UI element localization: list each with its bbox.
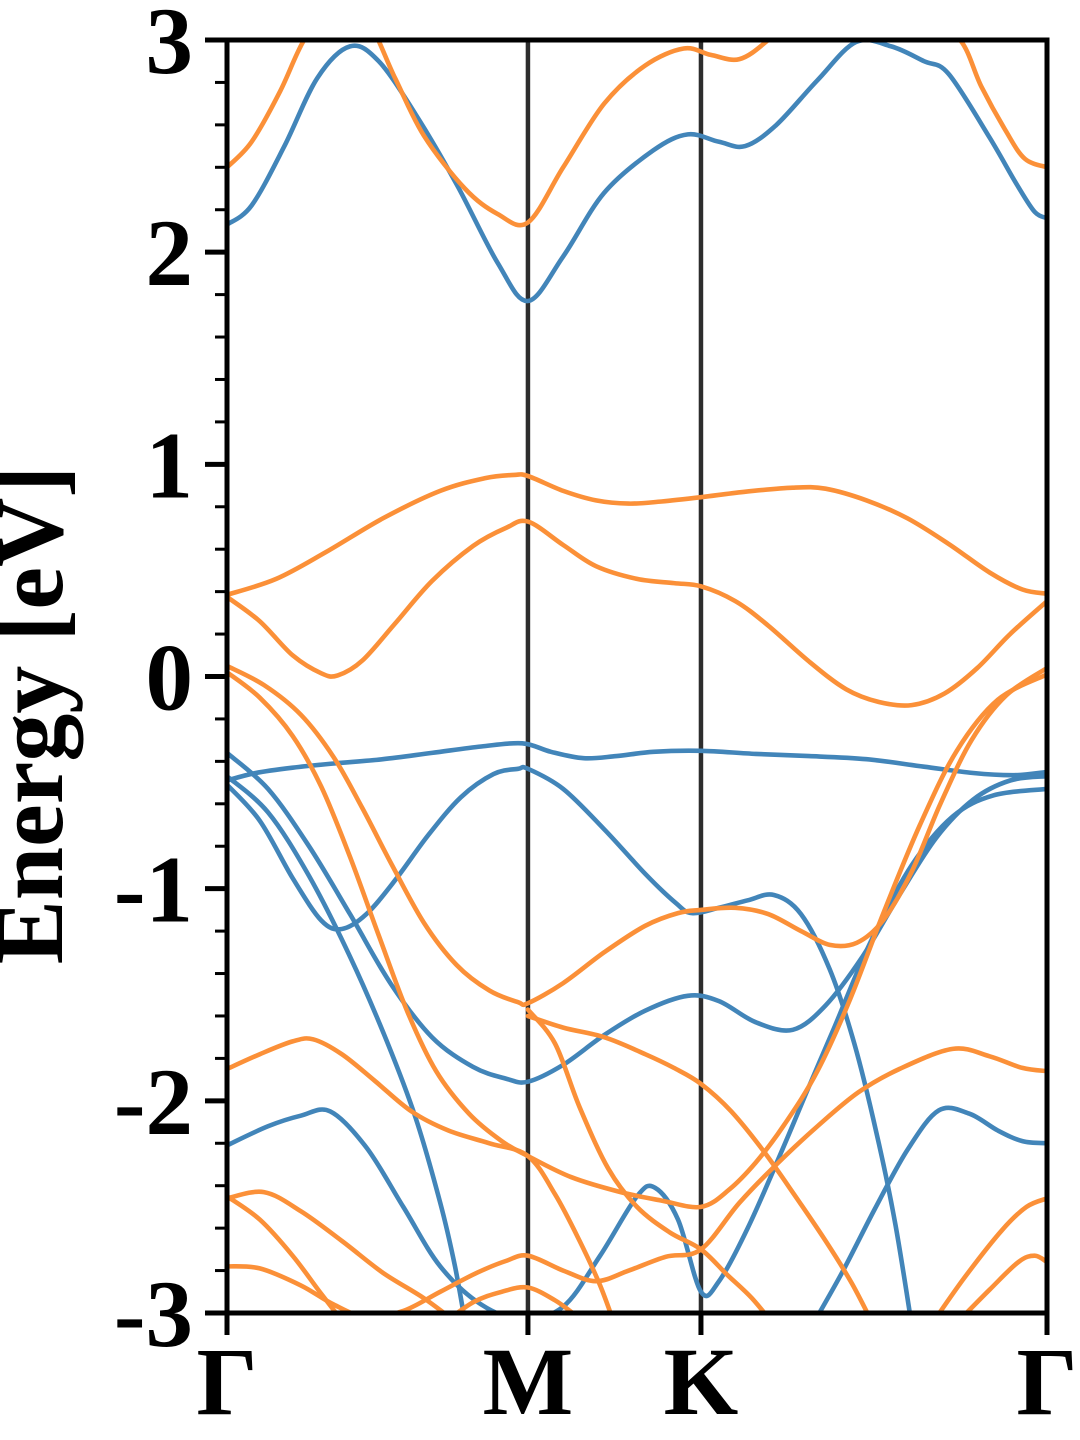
band-orange-bottom-right-1 — [936, 1196, 1047, 1313]
band-blue-steep-left — [227, 773, 466, 1313]
y-tick-label: 1 — [146, 412, 194, 518]
y-axis-major-ticks — [205, 37, 227, 1316]
x-tick-label: K — [664, 1328, 739, 1435]
band-orange-m-hump — [453, 1284, 577, 1313]
band-orange-descender-a — [525, 1007, 768, 1313]
y-axis-title: Energy [eV] — [0, 466, 83, 965]
band-orange-descender-b — [525, 1013, 870, 1313]
x-tick-label: Γ — [196, 1328, 257, 1435]
y-tick-label: 2 — [146, 200, 194, 306]
band-orange-hump-left — [227, 1036, 613, 1313]
band-orange-bottom-left-1 — [227, 1189, 448, 1313]
y-axis-minor-ticks — [215, 80, 227, 1273]
x-axis-ticks — [224, 1313, 1050, 1335]
band-orange-valence-top — [227, 472, 1047, 598]
band-blue-m-peak — [227, 764, 913, 1313]
band-curves — [227, 40, 1047, 1313]
band-orange-steep — [227, 670, 1047, 1210]
band-orange-w-band — [227, 663, 1047, 1008]
y-axis-tick-labels: 3 2 1 0 -1 -2 -3 — [114, 0, 193, 1367]
band-orange-bottom-left-2 — [227, 1194, 339, 1313]
y-tick-label: 0 — [146, 625, 194, 731]
y-tick-label: -1 — [114, 837, 193, 943]
band-blue-right-hump — [816, 1105, 1047, 1313]
band-orange-valence-2 — [227, 518, 1047, 708]
y-tick-label: -3 — [114, 1261, 193, 1367]
x-tick-label: M — [483, 1328, 574, 1435]
high-symmetry-vertical-lines — [525, 40, 704, 1313]
y-tick-label: -2 — [114, 1049, 193, 1155]
x-tick-label: Γ — [1016, 1328, 1077, 1435]
band-orange-conduction — [227, 40, 1047, 228]
y-tick-label: 3 — [146, 0, 194, 94]
band-orange-wavy-bottom — [227, 1046, 1047, 1313]
band-orange-bottom-right-2 — [963, 1253, 1047, 1313]
band-blue-conduction — [227, 40, 1047, 304]
